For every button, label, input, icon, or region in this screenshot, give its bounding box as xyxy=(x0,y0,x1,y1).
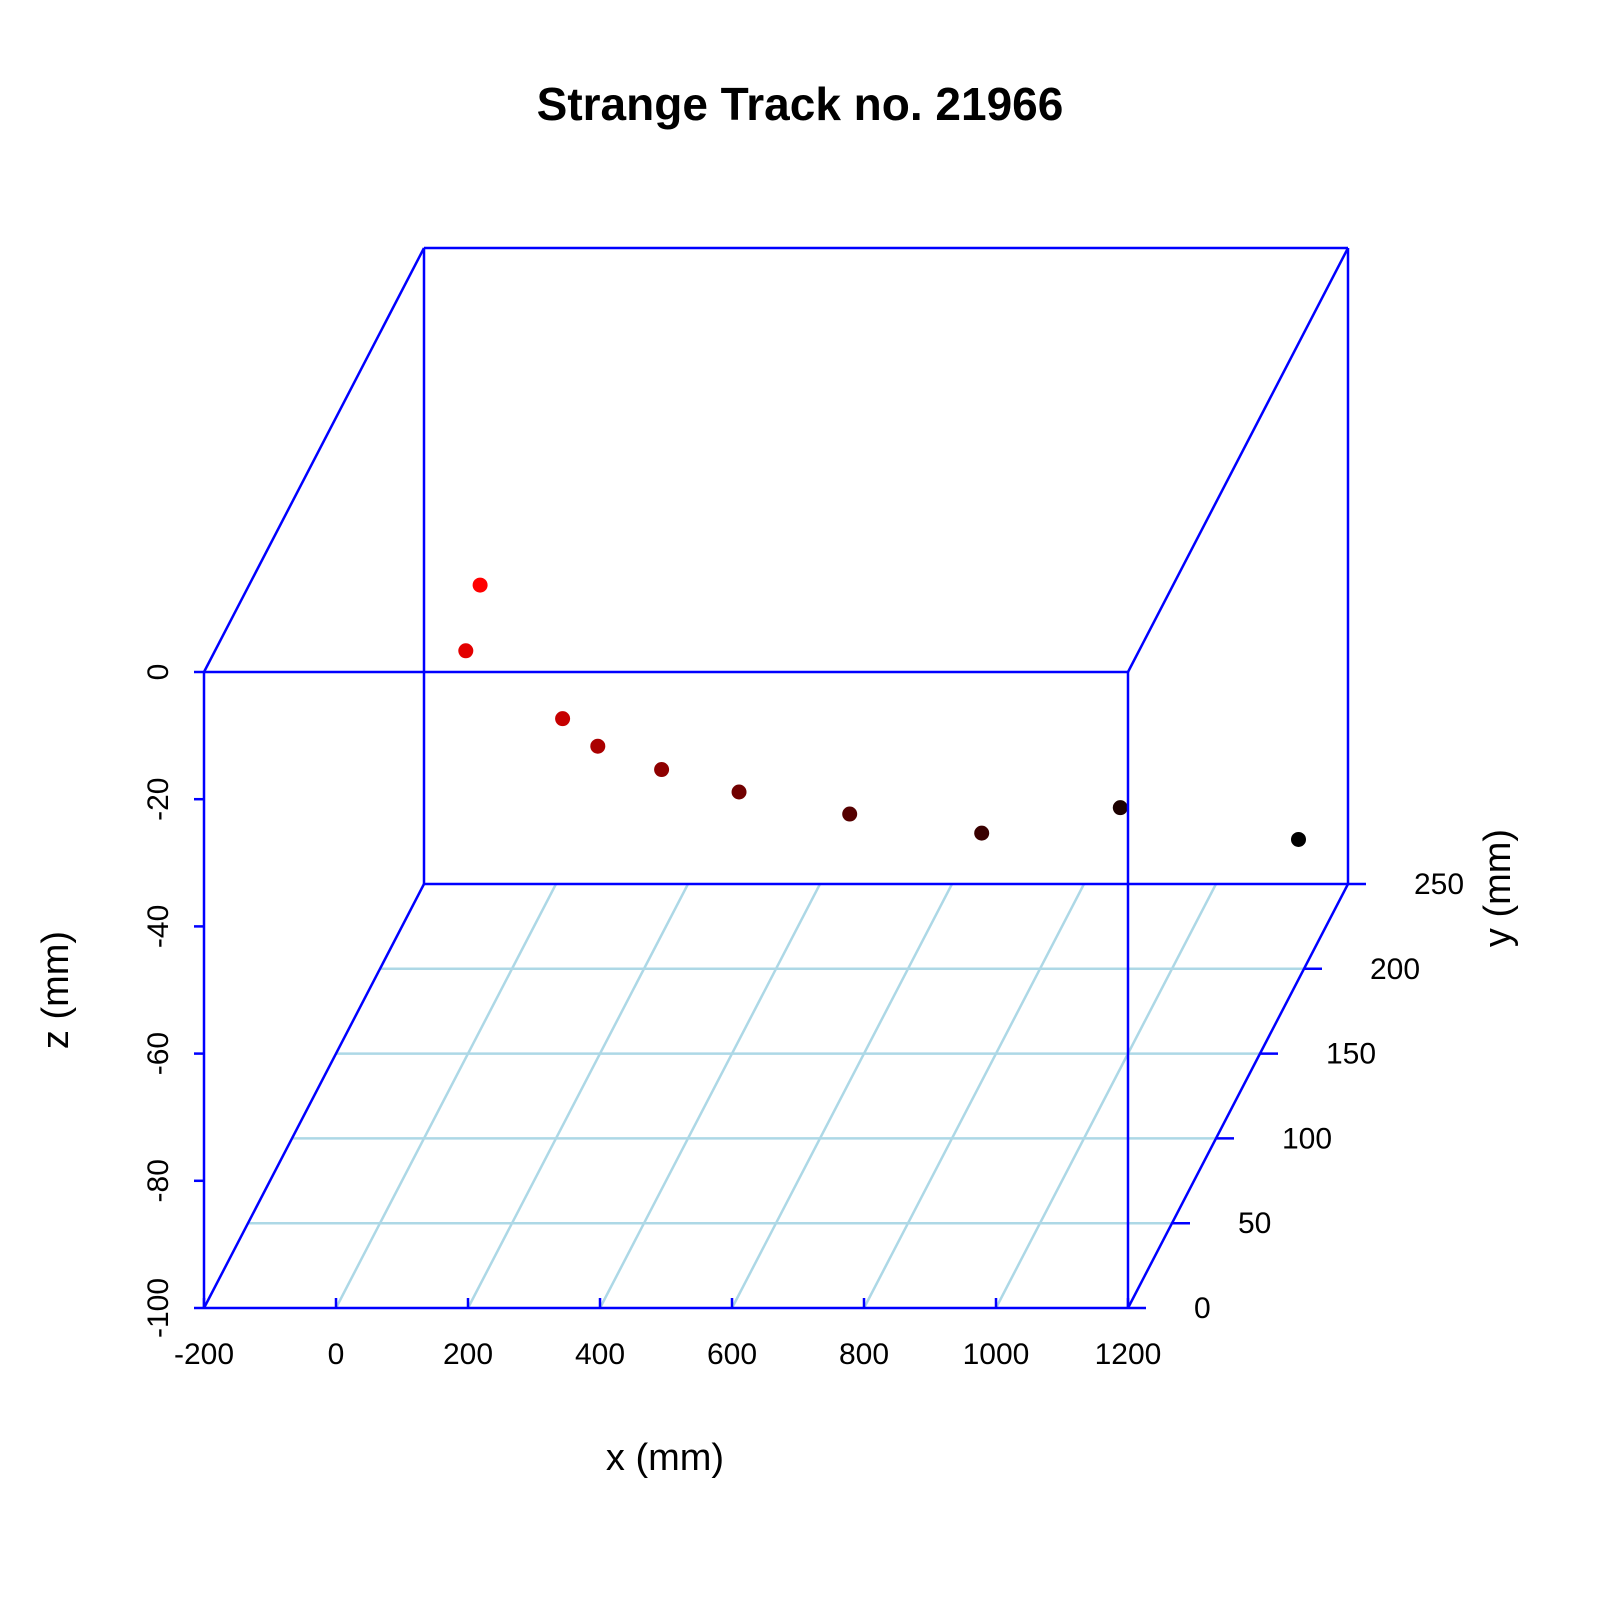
x-tick-label: 600 xyxy=(707,1338,757,1371)
data-points xyxy=(458,577,1306,847)
y-tick-label: 50 xyxy=(1238,1207,1271,1240)
data-point xyxy=(458,643,474,659)
z-tick-label: 0 xyxy=(142,664,175,681)
box-edge xyxy=(202,883,426,1309)
z-axis-title: z (mm) xyxy=(35,931,77,1049)
grid-line-x xyxy=(466,883,690,1309)
z-tick-label: -60 xyxy=(142,1032,175,1075)
z-tick-label: -40 xyxy=(142,905,175,948)
x-axis-title: x (mm) xyxy=(606,1437,724,1479)
grid-line-x xyxy=(598,883,822,1309)
grid-line-x xyxy=(994,883,1218,1309)
data-point xyxy=(842,806,858,822)
box-edge xyxy=(1126,247,1350,673)
floor-grid xyxy=(248,883,1304,1309)
z-tick-label: -100 xyxy=(142,1278,175,1338)
box-front-edges xyxy=(204,670,1130,1308)
y-tick-label: 250 xyxy=(1414,868,1464,901)
grid-line-x xyxy=(862,883,1086,1309)
x-tick-label: 800 xyxy=(839,1338,889,1371)
data-point xyxy=(654,762,670,778)
x-tick-label: -200 xyxy=(174,1338,234,1371)
y-tick-label: 150 xyxy=(1326,1038,1376,1071)
z-tick-label: -80 xyxy=(142,1159,175,1202)
y-tick-label: 0 xyxy=(1194,1292,1211,1325)
y-axis-title: y (mm) xyxy=(1477,829,1519,947)
data-point xyxy=(555,711,571,727)
y-tick-label: 100 xyxy=(1282,1122,1332,1155)
data-point xyxy=(731,784,747,800)
box-edge xyxy=(1126,883,1350,1309)
y-tick-label: 200 xyxy=(1370,953,1420,986)
x-tick-label: 400 xyxy=(575,1338,625,1371)
chart-title: Strange Track no. 21966 xyxy=(537,78,1064,130)
x-tick-label: 1000 xyxy=(963,1338,1030,1371)
data-point xyxy=(472,577,488,593)
x-tick-label: 200 xyxy=(443,1338,493,1371)
box-back-edges xyxy=(202,246,1350,1310)
data-point xyxy=(974,825,990,841)
box-edge xyxy=(202,247,426,673)
x-tick-label: 0 xyxy=(328,1338,345,1371)
x-tick-label: 1200 xyxy=(1095,1338,1162,1371)
grid-line-x xyxy=(334,883,558,1309)
grid-line-x xyxy=(730,883,954,1309)
data-point xyxy=(1291,831,1306,847)
z-tick-label: -20 xyxy=(142,778,175,821)
data-point xyxy=(1112,800,1128,816)
data-point xyxy=(590,738,606,754)
axis-ticks: -200 0 200 400 600 800 1000 1200050100150200250… xyxy=(142,664,1464,1371)
